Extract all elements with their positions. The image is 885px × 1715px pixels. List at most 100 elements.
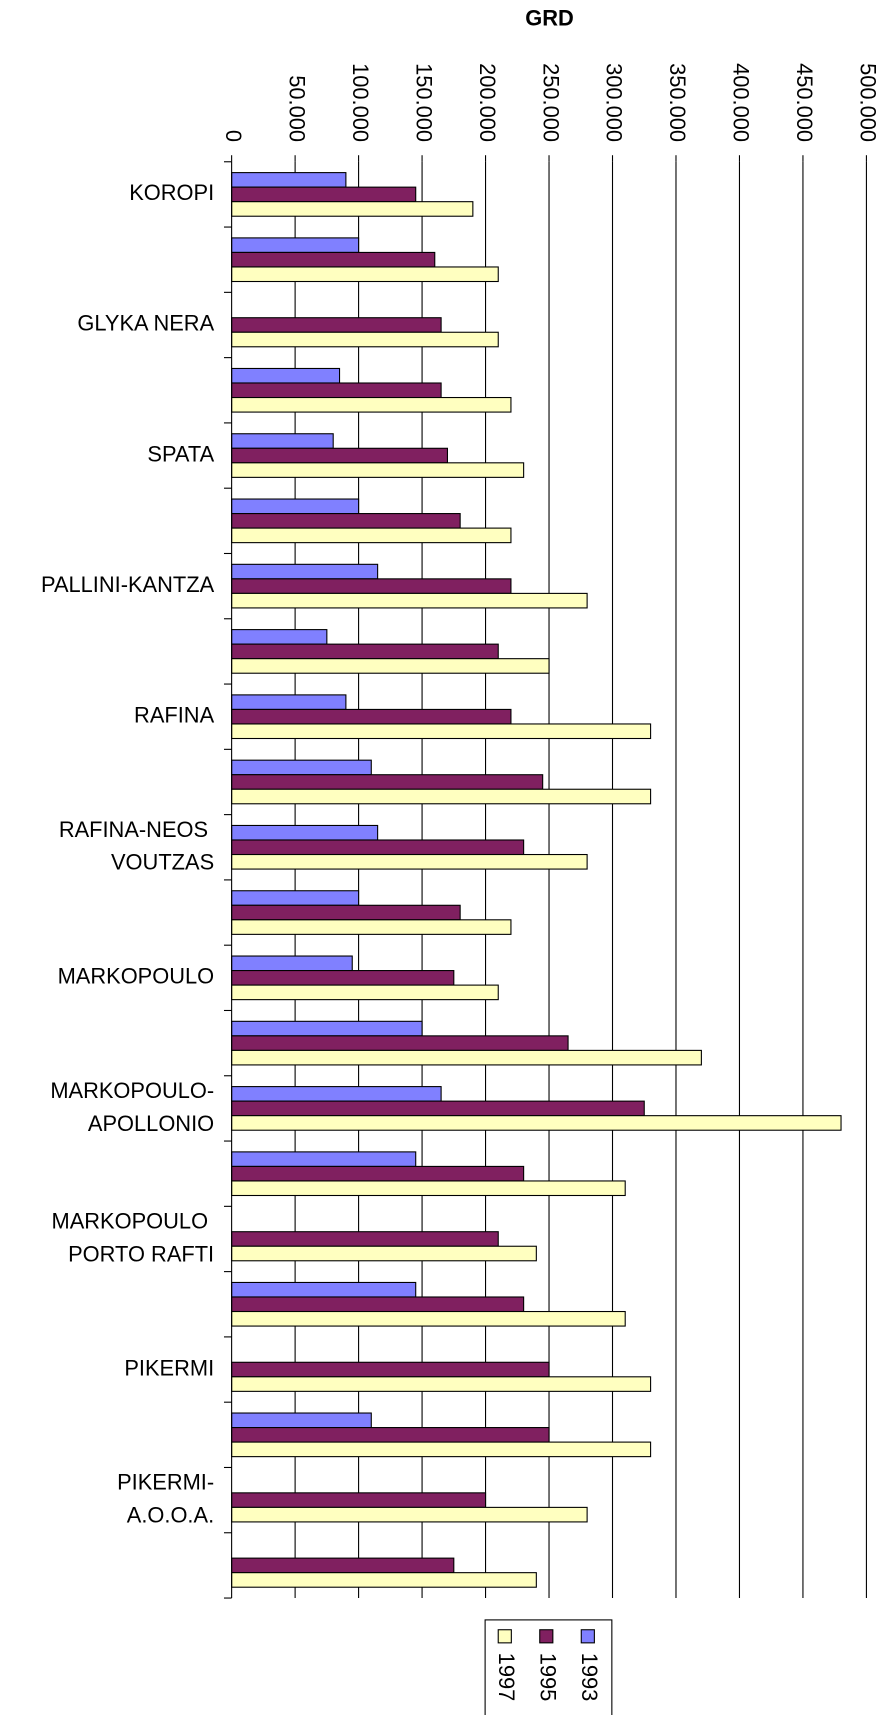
bar xyxy=(231,1361,550,1378)
legend-label: 1993 xyxy=(577,1653,602,1702)
label-line: APOLLONIO xyxy=(88,1111,214,1136)
bar xyxy=(231,1376,652,1392)
chart-title: GRD xyxy=(525,5,574,30)
y-tick-label: MARKOPOULO- APOLLONIO xyxy=(50,1078,214,1136)
bar xyxy=(231,788,652,805)
bar xyxy=(231,251,436,268)
bar xyxy=(231,839,525,856)
bar xyxy=(231,1310,626,1327)
y-tick-label: PIKERMI- A.O.O.A. xyxy=(117,1469,214,1527)
label-line: PIKERMI- xyxy=(117,1469,214,1494)
bar xyxy=(231,904,461,921)
y-tick-label: RAFINA-NEOS VOUTZAS xyxy=(59,817,214,875)
x-tick-label: 450.000 xyxy=(792,63,817,142)
legend-swatch xyxy=(580,1629,595,1644)
bar xyxy=(231,382,442,399)
bar xyxy=(231,498,360,515)
bar xyxy=(231,919,512,935)
bar xyxy=(231,1115,842,1131)
bar xyxy=(231,1492,487,1508)
legend: 1997 1995 1993 xyxy=(484,1619,613,1715)
x-tick-label: 350.000 xyxy=(665,63,690,142)
bar xyxy=(231,694,347,710)
bar xyxy=(231,984,499,1001)
bar xyxy=(231,629,328,645)
y-tick-label: PIKERMI xyxy=(124,1355,214,1380)
bar xyxy=(231,317,442,333)
bar xyxy=(231,592,588,609)
bar xyxy=(231,1086,442,1102)
y-tick-label: KOROPI xyxy=(129,180,214,205)
legend-swatch xyxy=(539,1629,554,1644)
x-tick-label: 200.000 xyxy=(475,63,500,142)
x-tick-label: 500.000 xyxy=(856,63,881,142)
bar xyxy=(231,853,588,870)
bar xyxy=(231,955,353,972)
bar xyxy=(231,774,544,790)
bar xyxy=(231,658,550,674)
x-tick-label: 400.000 xyxy=(729,63,754,142)
y-tick-label: PALLINI-KANTZA xyxy=(41,572,215,597)
bar xyxy=(231,1180,626,1197)
bar xyxy=(231,1281,417,1298)
legend-label: 1995 xyxy=(536,1653,561,1702)
x-tick-label: 300.000 xyxy=(602,63,627,142)
bar xyxy=(231,890,360,906)
label-line: MARKOPOULO- xyxy=(50,1078,214,1103)
bar xyxy=(231,1151,417,1167)
bar xyxy=(231,266,499,283)
y-tick-label: GLYKA NERA xyxy=(77,311,214,336)
x-tick-label: 250.000 xyxy=(538,63,563,142)
bar xyxy=(231,1412,372,1429)
label-line: VOUTZAS xyxy=(111,849,214,874)
bar xyxy=(231,1441,652,1458)
bar xyxy=(231,1020,423,1037)
bar xyxy=(231,643,499,660)
bar xyxy=(231,447,449,464)
bar xyxy=(231,1231,499,1247)
bar xyxy=(231,527,512,544)
bar xyxy=(231,1049,702,1066)
x-tick-label: 0 xyxy=(221,130,246,142)
x-tick-label: 100.000 xyxy=(348,63,373,142)
bar xyxy=(231,396,512,413)
y-tick-label: MARKOPOULO xyxy=(58,964,215,989)
bar xyxy=(231,201,474,217)
bar xyxy=(231,1427,550,1443)
bar xyxy=(231,708,512,725)
y-tick-label: SPATA xyxy=(147,441,214,466)
bar xyxy=(231,1035,569,1051)
y-tick-label: RAFINA xyxy=(134,702,215,727)
legend-label: 1997 xyxy=(494,1653,519,1702)
bar xyxy=(231,1572,537,1588)
bar xyxy=(231,237,360,253)
bar xyxy=(231,970,455,986)
bar xyxy=(231,563,379,580)
bar xyxy=(231,1296,525,1313)
bar xyxy=(231,1100,645,1117)
bar xyxy=(231,759,372,776)
label-line: PORTO RAFTI xyxy=(68,1241,214,1266)
bar xyxy=(231,462,525,478)
label-line: MARKOPOULO xyxy=(52,1208,215,1233)
label-line: RAFINA-NEOS xyxy=(59,817,214,842)
legend-swatch xyxy=(497,1629,512,1644)
x-tick-label: 150.000 xyxy=(411,63,436,142)
bar xyxy=(231,578,512,594)
bar xyxy=(231,367,341,384)
bar xyxy=(231,1557,455,1574)
x-tick-label: 50.000 xyxy=(284,75,309,142)
bar xyxy=(231,1245,537,1262)
bar xyxy=(231,1506,588,1523)
bar xyxy=(231,331,499,348)
bar xyxy=(231,513,461,529)
bar xyxy=(231,186,417,203)
y-tick-label: MARKOPOULO PORTO RAFTI xyxy=(52,1208,215,1266)
bar xyxy=(231,723,652,740)
bar xyxy=(231,824,379,841)
label-line: A.O.O.A. xyxy=(127,1502,214,1527)
bar xyxy=(231,1165,525,1182)
bar xyxy=(231,172,347,188)
